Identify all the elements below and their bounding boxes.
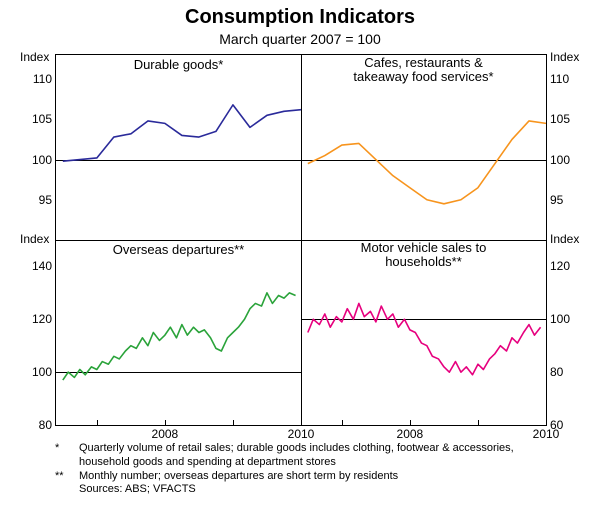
panel-cafes: Cafes, restaurants &takeaway food servic…	[301, 55, 546, 240]
panel-overseas: Overseas departures** 801001201402008201…	[56, 240, 301, 425]
panel-motor-vehicle: Motor vehicle sales tohouseholds** 60801…	[301, 240, 546, 425]
y-axis-label-tl: Index	[20, 50, 49, 64]
y-axis-label-br: Index	[550, 232, 579, 246]
footnote-1: * Quarterly volume of retail sales; dura…	[55, 442, 555, 470]
chart-title: Consumption Indicators	[0, 0, 600, 29]
footnote-2: ** Monthly number; overseas departures a…	[55, 470, 555, 484]
panel-durable-goods: Durable goods* 95100105110	[56, 55, 301, 240]
plot-area: Durable goods* 95100105110 Cafes, restau…	[55, 54, 547, 426]
y-axis-label-bl: Index	[20, 232, 49, 246]
chart-subtitle: March quarter 2007 = 100	[0, 31, 600, 47]
chart-container: Consumption Indicators March quarter 200…	[0, 0, 600, 517]
sources: Sources: ABS; VFACTS	[55, 483, 555, 497]
footnotes: * Quarterly volume of retail sales; dura…	[55, 442, 555, 497]
y-axis-label-tr: Index	[550, 50, 579, 64]
